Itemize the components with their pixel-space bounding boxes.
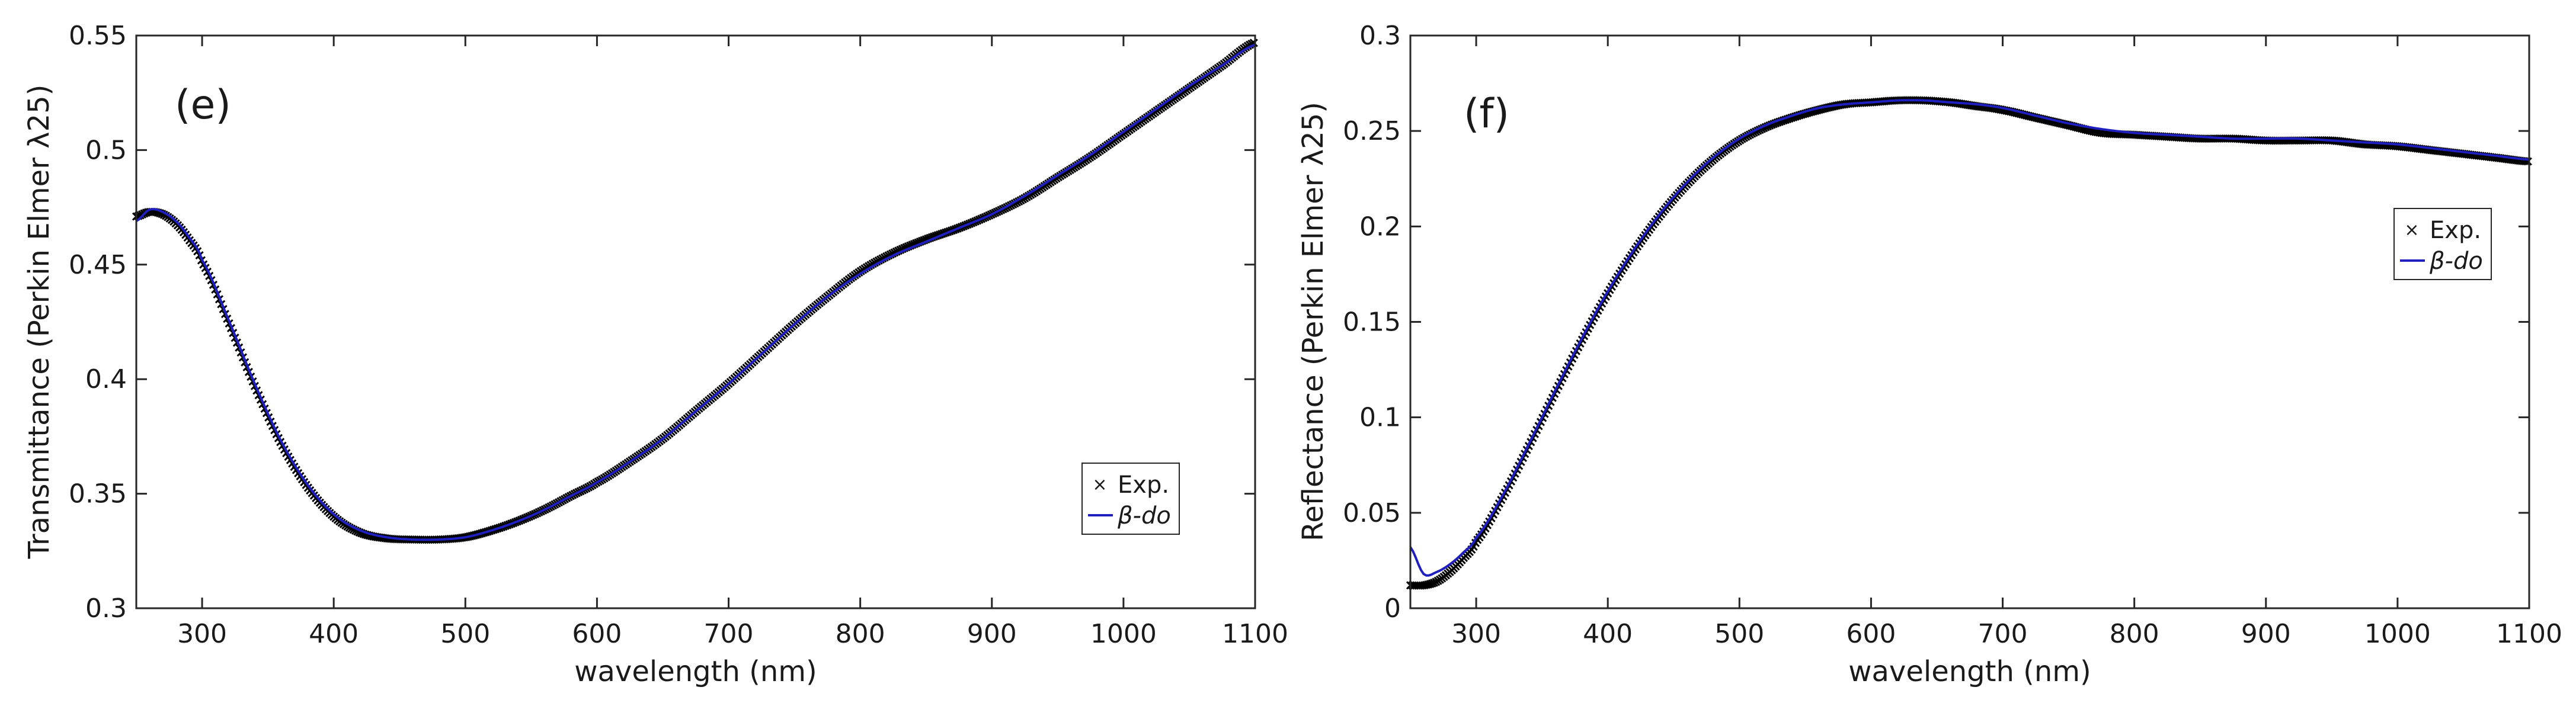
model-series-line xyxy=(135,43,1256,541)
y-tick-label: 0.2 xyxy=(1359,211,1401,242)
transmittance-legend: × Exp. β-do xyxy=(1081,463,1180,535)
transmittance-ticks: 300 400 500 600 700 800 900 1000 1100 0.3 0.35 0.4 0… xyxy=(69,21,1288,649)
y-tick-label: 0.3 xyxy=(85,593,127,624)
x-tick-label: 700 xyxy=(1978,619,2028,649)
y-tick-label: 0.45 xyxy=(69,250,127,280)
transmittance-legend-model-label: β-do xyxy=(1117,502,1171,529)
reflectance-x-axis-label: wavelength (nm) xyxy=(1848,655,2091,688)
reflectance-ticks: 300 400 500 600 700 800 900 1000 1100 0 0.05 0.1 0.1… xyxy=(1343,21,2562,649)
transmittance-x-axis-label: wavelength (nm) xyxy=(574,655,817,688)
transmittance-plot-frame xyxy=(135,34,1256,609)
x-tick-label: 400 xyxy=(309,619,359,649)
reflectance-chart: 300 400 500 600 700 800 900 1000 1100 0 0.05 0.1 0.1… xyxy=(1297,21,2562,688)
x-tick-label: 300 xyxy=(1451,619,1501,649)
y-tick-label: 0.5 xyxy=(85,135,127,165)
y-tick-label: 0.25 xyxy=(1343,116,1401,146)
x-tick-label: 700 xyxy=(704,619,754,649)
exp-series xyxy=(1406,96,2532,590)
transmittance-legend-exp-marker: × xyxy=(1092,474,1107,495)
reflectance-marks xyxy=(1406,96,2532,590)
x-tick-label: 1000 xyxy=(1090,619,1157,649)
reflectance-panel-label: (f) xyxy=(1464,91,1509,137)
x-tick-label: 1100 xyxy=(2496,619,2562,649)
y-tick-label: 0.55 xyxy=(69,21,127,51)
transmittance-marks xyxy=(132,38,1258,544)
x-tick-label: 1100 xyxy=(1222,619,1288,649)
model-series-line xyxy=(1409,99,2530,577)
transmittance-legend-exp-label: Exp. xyxy=(1118,471,1169,499)
x-tick-label: 300 xyxy=(177,619,227,649)
reflectance-plot-frame xyxy=(1409,34,2530,609)
x-tick-label: 600 xyxy=(572,619,622,649)
transmittance-y-axis-label: Transmittance (Perkin Elmer λ25) xyxy=(23,85,56,560)
y-tick-label: 0.05 xyxy=(1343,498,1401,528)
x-tick-label: 900 xyxy=(2241,619,2291,649)
y-tick-label: 0.3 xyxy=(1359,21,1401,51)
y-tick-label: 0 xyxy=(1384,593,1401,624)
reflectance-legend: × Exp. β-do xyxy=(2393,208,2492,280)
x-tick-label: 800 xyxy=(836,619,885,649)
reflectance-legend-exp-marker: × xyxy=(2404,220,2419,240)
x-tick-label: 900 xyxy=(967,619,1017,649)
transmittance-chart: 300 400 500 600 700 800 900 1000 1100 0.3 0.35 0.4 0… xyxy=(23,21,1288,688)
x-tick-label: 600 xyxy=(1846,619,1896,649)
transmittance-legend-box xyxy=(1081,463,1180,535)
x-tick-label: 400 xyxy=(1583,619,1633,649)
x-tick-label: 800 xyxy=(2110,619,2159,649)
y-tick-label: 0.35 xyxy=(69,479,127,509)
x-tick-label: 500 xyxy=(1714,619,1764,649)
y-tick-label: 0.4 xyxy=(85,364,127,394)
x-tick-label: 1000 xyxy=(2364,619,2431,649)
reflectance-legend-model-label: β-do xyxy=(2429,248,2483,275)
reflectance-legend-box xyxy=(2393,208,2492,280)
x-tick-label: 500 xyxy=(440,619,490,649)
y-tick-label: 0.1 xyxy=(1359,403,1401,433)
reflectance-legend-exp-label: Exp. xyxy=(2430,217,2481,244)
reflectance-y-axis-label: Reflectance (Perkin Elmer λ25) xyxy=(1297,102,1330,541)
transmittance-panel-label: (e) xyxy=(175,82,231,129)
y-tick-label: 0.15 xyxy=(1343,307,1401,338)
